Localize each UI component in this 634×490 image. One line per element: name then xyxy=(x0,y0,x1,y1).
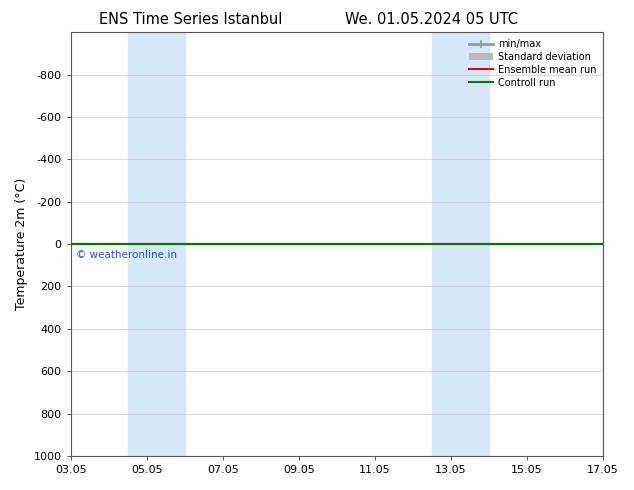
Y-axis label: Temperature 2m (°C): Temperature 2m (°C) xyxy=(15,178,28,310)
Bar xyxy=(127,32,184,456)
Text: We. 01.05.2024 05 UTC: We. 01.05.2024 05 UTC xyxy=(345,12,517,27)
Text: ENS Time Series Istanbul: ENS Time Series Istanbul xyxy=(98,12,282,27)
Legend: min/max, Standard deviation, Ensemble mean run, Controll run: min/max, Standard deviation, Ensemble me… xyxy=(467,37,598,90)
Bar xyxy=(432,32,489,456)
Text: © weatheronline.in: © weatheronline.in xyxy=(76,250,178,260)
